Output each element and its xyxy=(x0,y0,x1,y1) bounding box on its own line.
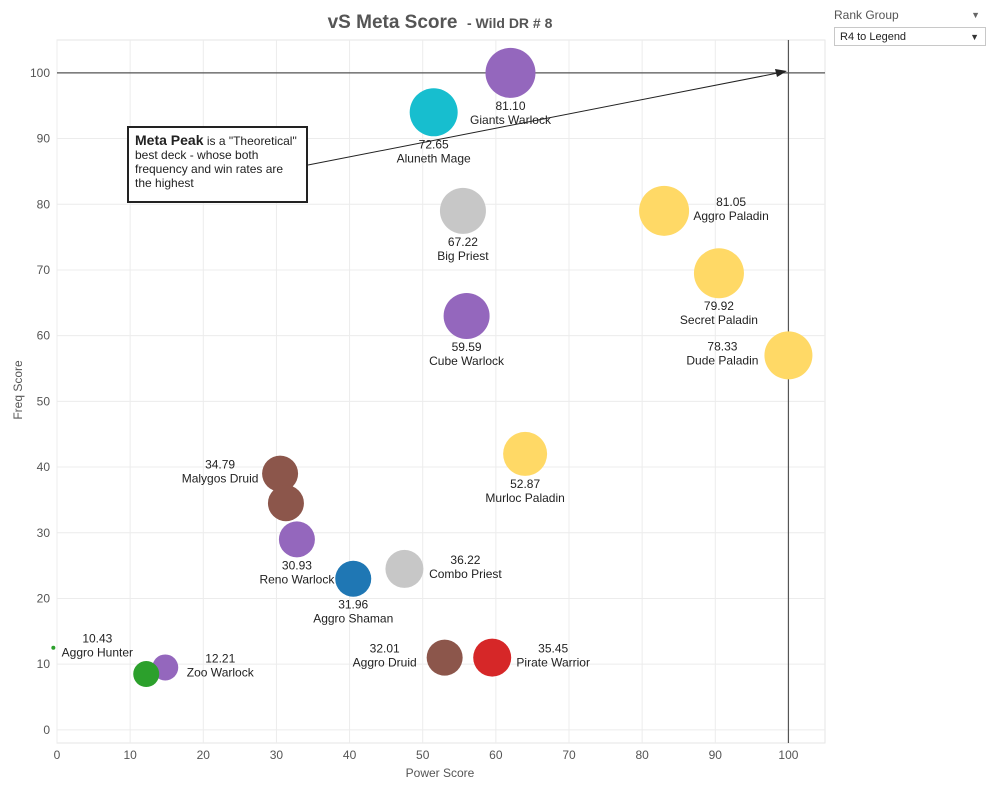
rank-group-filter: Rank Group ▼ R4 to Legend ▼ xyxy=(834,6,986,46)
y-tick-label: 20 xyxy=(37,591,51,605)
x-tick-label: 100 xyxy=(778,748,798,762)
data-point[interactable] xyxy=(693,248,744,299)
y-tick-label: 90 xyxy=(37,132,51,146)
data-points xyxy=(51,47,813,688)
data-point[interactable] xyxy=(503,431,548,476)
point-score-label: 32.01 xyxy=(370,642,400,656)
data-point[interactable] xyxy=(262,455,299,492)
data-point[interactable] xyxy=(385,549,424,588)
point-name-label: Malygos Druid xyxy=(182,472,259,486)
point-score-label: 12.21 xyxy=(205,651,235,665)
point-score-label: 59.59 xyxy=(452,340,482,354)
y-tick-label: 50 xyxy=(37,394,51,408)
meta-peak-arrow xyxy=(307,69,787,166)
x-tick-label: 10 xyxy=(123,748,137,762)
point-score-label: 36.22 xyxy=(450,553,480,567)
point-score-label: 34.79 xyxy=(205,458,235,472)
x-tick-label: 70 xyxy=(562,748,576,762)
point-name-label: Aggro Druid xyxy=(353,656,417,670)
data-point[interactable] xyxy=(267,485,304,522)
x-axis-title: Power Score xyxy=(406,766,475,780)
axis-ticks: 0 10 20 30 40 50 60 70 80 90 100 0 10 20 30 40 50 60 70 80 9… xyxy=(30,66,799,762)
point-name-label: Dude Paladin xyxy=(686,353,758,367)
x-tick-label: 90 xyxy=(709,748,723,762)
point-name-label: Aluneth Mage xyxy=(397,151,471,165)
data-point[interactable] xyxy=(409,88,458,137)
x-tick-label: 20 xyxy=(197,748,211,762)
point-name-label: Big Priest xyxy=(437,249,489,263)
data-point[interactable] xyxy=(473,638,512,677)
point-name-label: Aggro Hunter xyxy=(62,646,133,660)
data-point[interactable] xyxy=(439,187,486,234)
x-tick-label: 30 xyxy=(270,748,284,762)
point-score-label: 30.93 xyxy=(282,558,312,572)
point-name-label: Murloc Paladin xyxy=(485,491,564,505)
x-tick-label: 80 xyxy=(635,748,649,762)
point-score-label: 10.43 xyxy=(82,632,112,646)
point-name-label: Pirate Warrior xyxy=(516,656,590,670)
data-point[interactable] xyxy=(443,292,490,339)
data-point[interactable] xyxy=(335,560,372,597)
rank-group-dropdown[interactable]: R4 to Legend ▼ xyxy=(834,27,986,46)
x-tick-label: 0 xyxy=(54,748,61,762)
point-name-label: Reno Warlock xyxy=(259,572,335,586)
point-score-label: 79.92 xyxy=(704,299,734,313)
data-point[interactable] xyxy=(51,645,56,650)
data-point[interactable] xyxy=(133,661,160,688)
annotation-bold-text: Meta Peak xyxy=(135,132,204,148)
x-tick-label: 40 xyxy=(343,748,357,762)
y-tick-label: 60 xyxy=(37,329,51,343)
point-name-label: Combo Priest xyxy=(429,567,502,581)
chart-title: vS Meta Score - Wild DR # 8 xyxy=(328,12,553,33)
y-axis-title: Freq Score xyxy=(11,360,25,420)
filter-label: Rank Group xyxy=(834,8,899,22)
annotation-text: is a "Theoretical" best deck - whose bot… xyxy=(135,134,297,190)
point-score-label: 35.45 xyxy=(538,642,568,656)
point-score-label: 31.96 xyxy=(338,598,368,612)
x-tick-label: 60 xyxy=(489,748,503,762)
filter-menu-icon[interactable]: ▼ xyxy=(971,10,980,20)
y-tick-label: 80 xyxy=(37,197,51,211)
point-score-label: 81.10 xyxy=(495,99,525,113)
point-name-label: Zoo Warlock xyxy=(187,665,255,679)
y-tick-label: 0 xyxy=(43,723,50,737)
y-tick-label: 30 xyxy=(37,526,51,540)
point-name-label: Aggro Paladin xyxy=(693,209,768,223)
data-point[interactable] xyxy=(485,47,536,98)
point-name-label: Aggro Shaman xyxy=(313,612,393,626)
meta-peak-annotation: Meta Peak is a "Theoretical" best deck -… xyxy=(127,126,308,203)
point-name-label: Cube Warlock xyxy=(429,354,505,368)
point-score-label: 67.22 xyxy=(448,235,478,249)
point-score-label: 81.05 xyxy=(716,195,746,209)
point-score-label: 72.65 xyxy=(419,137,449,151)
point-name-label: Giants Warlock xyxy=(470,113,552,127)
reference-lines xyxy=(57,40,825,743)
point-score-label: 52.87 xyxy=(510,477,540,491)
data-point[interactable] xyxy=(639,185,690,236)
point-score-label: 78.33 xyxy=(707,339,737,353)
rank-group-value: R4 to Legend xyxy=(840,30,907,43)
y-tick-label: 100 xyxy=(30,66,50,80)
point-name-label: Secret Paladin xyxy=(680,313,758,327)
y-tick-label: 10 xyxy=(37,657,51,671)
y-tick-label: 70 xyxy=(37,263,51,277)
data-point[interactable] xyxy=(764,331,813,380)
dropdown-arrow-icon: ▼ xyxy=(970,31,979,42)
data-point[interactable] xyxy=(278,521,315,558)
y-tick-label: 40 xyxy=(37,460,51,474)
x-tick-label: 50 xyxy=(416,748,430,762)
data-point[interactable] xyxy=(426,639,463,676)
